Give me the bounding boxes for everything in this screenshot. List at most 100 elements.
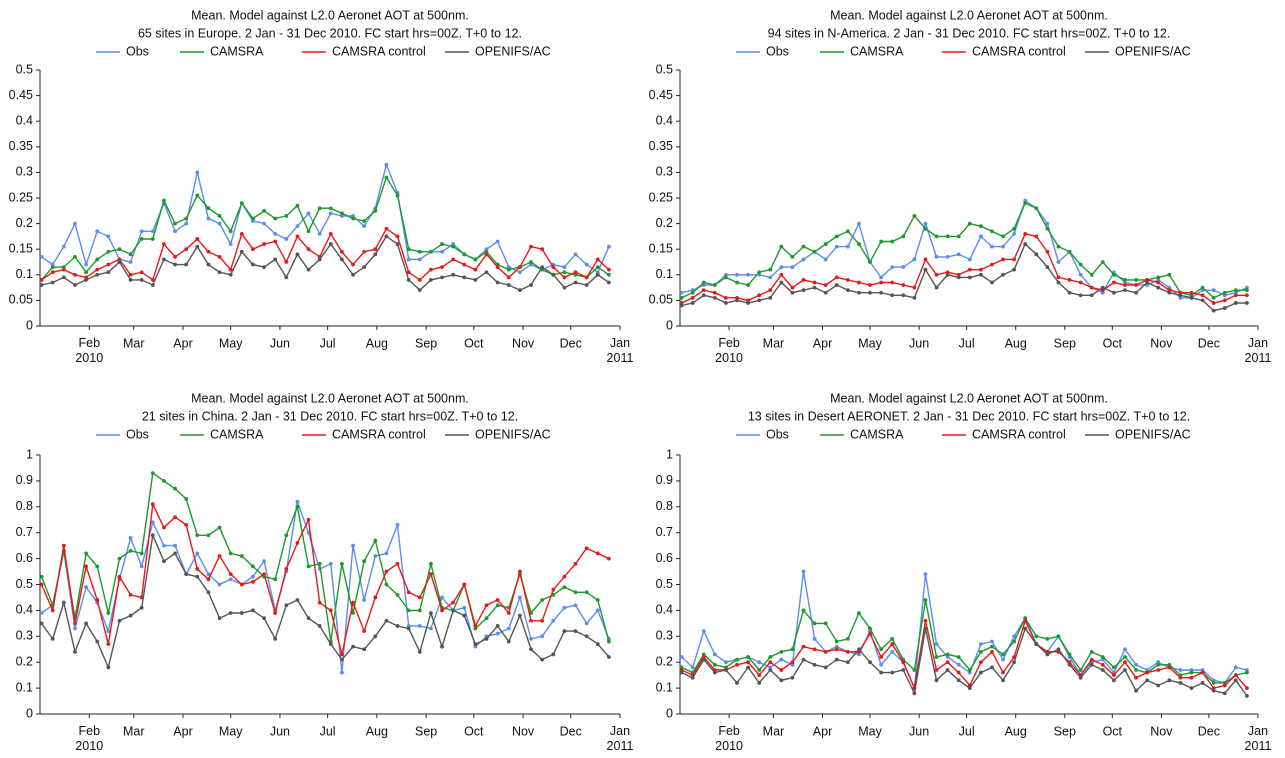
- data-point: [340, 652, 344, 657]
- data-point: [61, 543, 66, 548]
- data-point: [1034, 642, 1039, 646]
- data-point: [1123, 278, 1127, 282]
- data-point: [768, 275, 773, 280]
- data-point: [606, 267, 611, 272]
- data-point: [757, 668, 762, 672]
- data-point: [757, 298, 762, 303]
- data-point: [217, 554, 222, 558]
- y-tick-label: 0.2: [656, 654, 673, 668]
- data-point: [845, 278, 850, 282]
- data-point: [934, 272, 939, 277]
- y-tick-label: 0.2: [16, 654, 33, 668]
- data-point: [845, 244, 850, 249]
- data-point: [868, 283, 872, 287]
- data-point: [812, 249, 817, 254]
- data-point: [506, 626, 511, 631]
- data-point: [956, 275, 961, 280]
- series-line: [681, 232, 1247, 304]
- data-point: [712, 670, 717, 675]
- data-point: [595, 598, 600, 602]
- y-tick-label: 1: [666, 447, 673, 461]
- data-point: [295, 203, 300, 208]
- data-point: [724, 668, 728, 672]
- data-point: [990, 639, 994, 644]
- data-point: [1078, 668, 1083, 672]
- data-point: [890, 239, 895, 244]
- legend-label: CAMSRA control: [972, 427, 1066, 441]
- data-point: [506, 267, 511, 272]
- data-point: [1034, 206, 1039, 211]
- x-tick-label: Feb 2010: [75, 724, 103, 753]
- data-point: [1156, 285, 1161, 290]
- y-tick-label: 0.4: [656, 603, 673, 617]
- data-point: [801, 569, 806, 574]
- data-point: [1111, 280, 1116, 285]
- x-tick-label: Oct: [464, 724, 484, 738]
- data-point: [1045, 636, 1050, 641]
- data-point: [117, 618, 122, 623]
- y-tick-label: 0.6: [656, 551, 673, 565]
- data-point: [1056, 634, 1061, 639]
- data-point: [39, 611, 44, 615]
- data-point: [362, 559, 367, 564]
- data-point: [284, 237, 289, 241]
- y-tick-label: 0.05: [649, 293, 673, 307]
- data-point: [834, 657, 839, 662]
- data-point: [328, 206, 333, 211]
- y-tick-label: 0.45: [649, 88, 673, 102]
- data-point: [395, 592, 400, 597]
- data-point: [484, 270, 489, 275]
- data-point: [1189, 670, 1194, 675]
- data-point: [823, 665, 828, 670]
- data-point: [328, 242, 333, 246]
- data-point: [1233, 665, 1238, 670]
- data-point: [517, 569, 522, 574]
- data-point: [912, 295, 917, 300]
- data-point: [495, 239, 500, 244]
- data-point: [1023, 231, 1028, 236]
- y-tick-label: 0.35: [9, 139, 33, 153]
- data-point: [373, 208, 378, 213]
- legend-label: CAMSRA: [210, 427, 264, 441]
- x-tick-label: Dec: [560, 724, 582, 738]
- data-point: [61, 275, 66, 280]
- data-point: [1245, 686, 1249, 690]
- data-point: [790, 285, 795, 290]
- data-point: [779, 678, 784, 683]
- data-point: [1089, 657, 1094, 662]
- data-point: [362, 265, 367, 270]
- data-point: [1245, 693, 1249, 698]
- data-point: [295, 252, 300, 257]
- data-point: [1233, 301, 1238, 305]
- data-point: [239, 611, 244, 615]
- data-point: [584, 275, 589, 280]
- data-point: [162, 543, 166, 548]
- data-point: [429, 626, 433, 631]
- data-point: [1123, 288, 1127, 293]
- x-tick-label: Apr: [813, 336, 832, 350]
- data-point: [879, 647, 884, 652]
- data-point: [306, 247, 311, 252]
- data-point: [1045, 652, 1050, 657]
- data-point: [1211, 308, 1216, 313]
- y-tick-label: 0.5: [656, 62, 673, 76]
- data-point: [384, 234, 389, 239]
- data-point: [562, 574, 567, 579]
- data-point: [1123, 655, 1127, 659]
- data-point: [901, 660, 906, 665]
- data-point: [206, 533, 211, 538]
- data-point: [273, 257, 278, 262]
- data-point: [262, 616, 266, 621]
- data-point: [106, 262, 111, 267]
- data-point: [1178, 675, 1183, 680]
- chart-subtitle: 13 sites in Desert AERONET. 2 Jan - 31 D…: [748, 409, 1190, 423]
- data-point: [150, 533, 155, 538]
- data-point: [406, 257, 411, 262]
- data-point: [1034, 252, 1039, 257]
- data-point: [529, 647, 533, 652]
- data-point: [340, 257, 344, 262]
- x-tick-label: Feb 2010: [715, 724, 743, 753]
- data-point: [128, 272, 133, 277]
- data-point: [1134, 688, 1138, 693]
- data-point: [1001, 244, 1005, 249]
